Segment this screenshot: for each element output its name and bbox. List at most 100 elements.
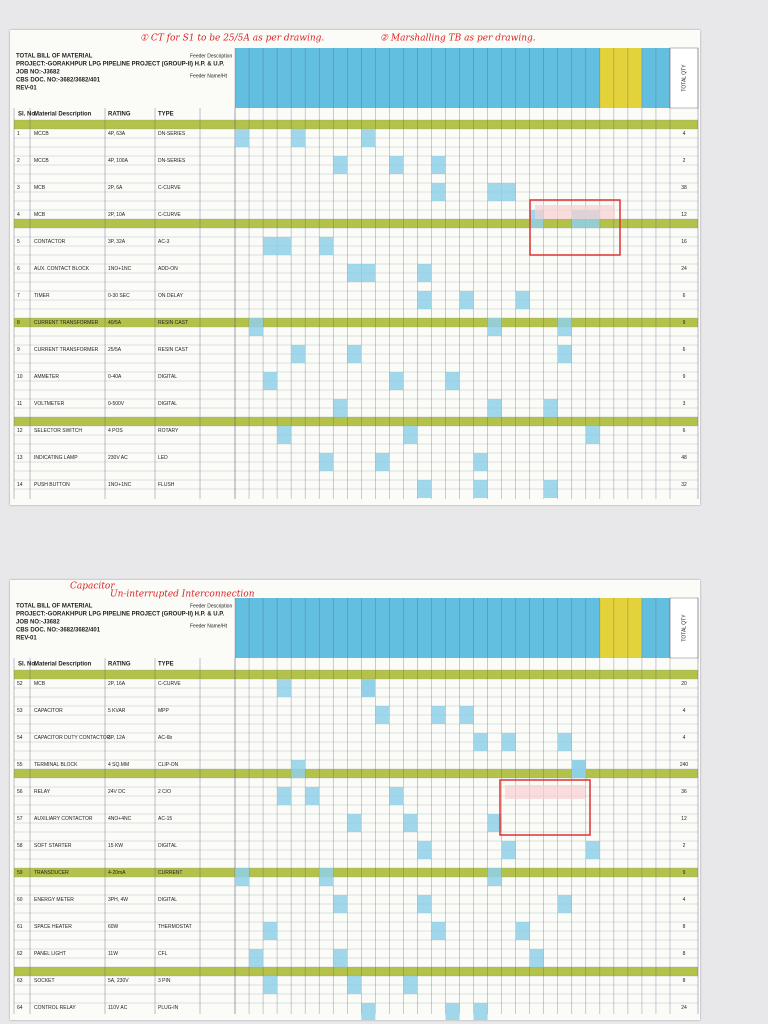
filled-cell <box>487 814 502 832</box>
filled-cell <box>417 841 432 859</box>
cell: 3PH, 4W <box>108 897 128 903</box>
cell: 61 <box>17 924 23 930</box>
header-band <box>235 598 670 658</box>
total-qty: 6 <box>683 293 686 299</box>
cell: LED <box>158 455 168 461</box>
cell: 3 PIN <box>158 978 171 984</box>
column-header: Sl. No. <box>18 662 37 668</box>
cell: 40/5A <box>108 320 122 326</box>
filled-cell <box>263 976 278 994</box>
separator-row <box>14 868 698 877</box>
total-qty: 2 <box>683 843 686 849</box>
cell: 25/5A <box>108 347 122 353</box>
cell: 4 POS <box>108 428 123 434</box>
filled-cell <box>473 1003 488 1020</box>
filled-cell <box>333 949 348 967</box>
cell: 5 KVAR <box>108 708 126 714</box>
filled-cell <box>459 706 474 724</box>
cell: 11 <box>17 401 22 407</box>
stamp-inner <box>505 785 585 799</box>
filled-cell <box>263 922 278 940</box>
filled-cell <box>277 787 292 805</box>
filled-cell <box>557 733 572 751</box>
filled-cell <box>585 841 600 859</box>
cell: 8 <box>17 320 20 326</box>
cell: 3P, 12A <box>108 735 126 741</box>
cell: 52 <box>17 681 23 687</box>
total-qty: 24 <box>681 266 687 272</box>
filled-cell <box>571 760 586 778</box>
filled-cell <box>263 372 278 390</box>
filled-cell <box>459 291 474 309</box>
filled-cell <box>473 480 488 498</box>
filled-cell <box>389 372 404 390</box>
filled-cell <box>473 453 488 471</box>
cell: C-CURVE <box>158 212 181 218</box>
cell: MCB <box>34 212 46 218</box>
filled-cell <box>361 1003 376 1020</box>
cell: TRANSDUCER <box>34 870 69 876</box>
column-header: TYPE <box>158 662 174 668</box>
header-total <box>669 597 699 659</box>
cell: 4-20mA <box>108 870 126 876</box>
total-qty: 8 <box>683 951 686 957</box>
header-cell <box>613 48 628 108</box>
cell: CAPACITOR <box>34 708 63 714</box>
cell: 64 <box>17 1005 23 1011</box>
cell: 15 KW <box>108 843 123 849</box>
cell: SPACE HEATER <box>34 924 72 930</box>
total-qty: 4 <box>683 735 686 741</box>
filled-cell <box>501 183 516 201</box>
header-line: PROJECT:-GORAKHPUR LPG PIPELINE PROJECT … <box>16 612 224 618</box>
cell: 60W <box>108 924 119 930</box>
total-qty: 48 <box>681 455 687 461</box>
filled-cell <box>585 426 600 444</box>
total-qty: 12 <box>681 212 687 218</box>
cell: AMMETER <box>34 374 59 380</box>
cell: 5A, 230V <box>108 978 129 984</box>
cell: 0-500V <box>108 401 125 407</box>
cell: MCCB <box>34 158 49 164</box>
filled-cell <box>277 426 292 444</box>
filled-cell <box>249 949 264 967</box>
filled-cell <box>291 760 306 778</box>
header-line: CBS DOC. NO:-3682/3682/401 <box>16 78 101 84</box>
filled-cell <box>445 372 460 390</box>
header-total <box>669 47 699 109</box>
filled-cell <box>473 733 488 751</box>
cell: CAPACITOR DUTY CONTACTOR <box>34 735 111 741</box>
filled-cell <box>487 183 502 201</box>
cell: TERMINAL BLOCK <box>34 762 78 768</box>
cell: AUXILIARY CONTACTOR <box>34 816 93 822</box>
total-qty: 4 <box>683 708 686 714</box>
filled-cell <box>445 1003 460 1020</box>
document-page: TOTAL BILL OF MATERIAL PROJECT:-GORAKHPUR… <box>10 30 700 505</box>
total-qty: 9 <box>683 374 686 380</box>
cell: MCB <box>34 681 46 687</box>
filled-cell <box>361 129 376 147</box>
filled-cell <box>543 480 558 498</box>
filled-cell <box>431 183 446 201</box>
filled-cell <box>347 976 362 994</box>
cell: 4P, 100A <box>108 158 129 164</box>
filled-cell <box>529 949 544 967</box>
handwritten-note: ② Marshalling TB as per drawing. <box>380 34 536 44</box>
separator-row <box>14 219 698 228</box>
header-line: REV-01 <box>16 86 37 92</box>
filled-cell <box>487 399 502 417</box>
filled-cell <box>361 264 376 282</box>
separator-row <box>14 120 698 129</box>
total-qty: 240 <box>680 762 689 768</box>
cell: DN-SERIES <box>158 131 186 137</box>
cell: CURRENT TRANSFORMER <box>34 320 99 326</box>
total-qty: 4 <box>683 131 686 137</box>
filled-cell <box>389 787 404 805</box>
cell: INDICATING LAMP <box>34 455 78 461</box>
cell: ADD-ON <box>158 266 178 272</box>
filled-cell <box>389 156 404 174</box>
filled-cell <box>347 345 362 363</box>
total-header: TOTAL QTY <box>681 614 687 642</box>
cell: 2P, 16A <box>108 681 126 687</box>
cell: 56 <box>17 789 23 795</box>
cell: 0-30 SEC <box>108 293 130 299</box>
